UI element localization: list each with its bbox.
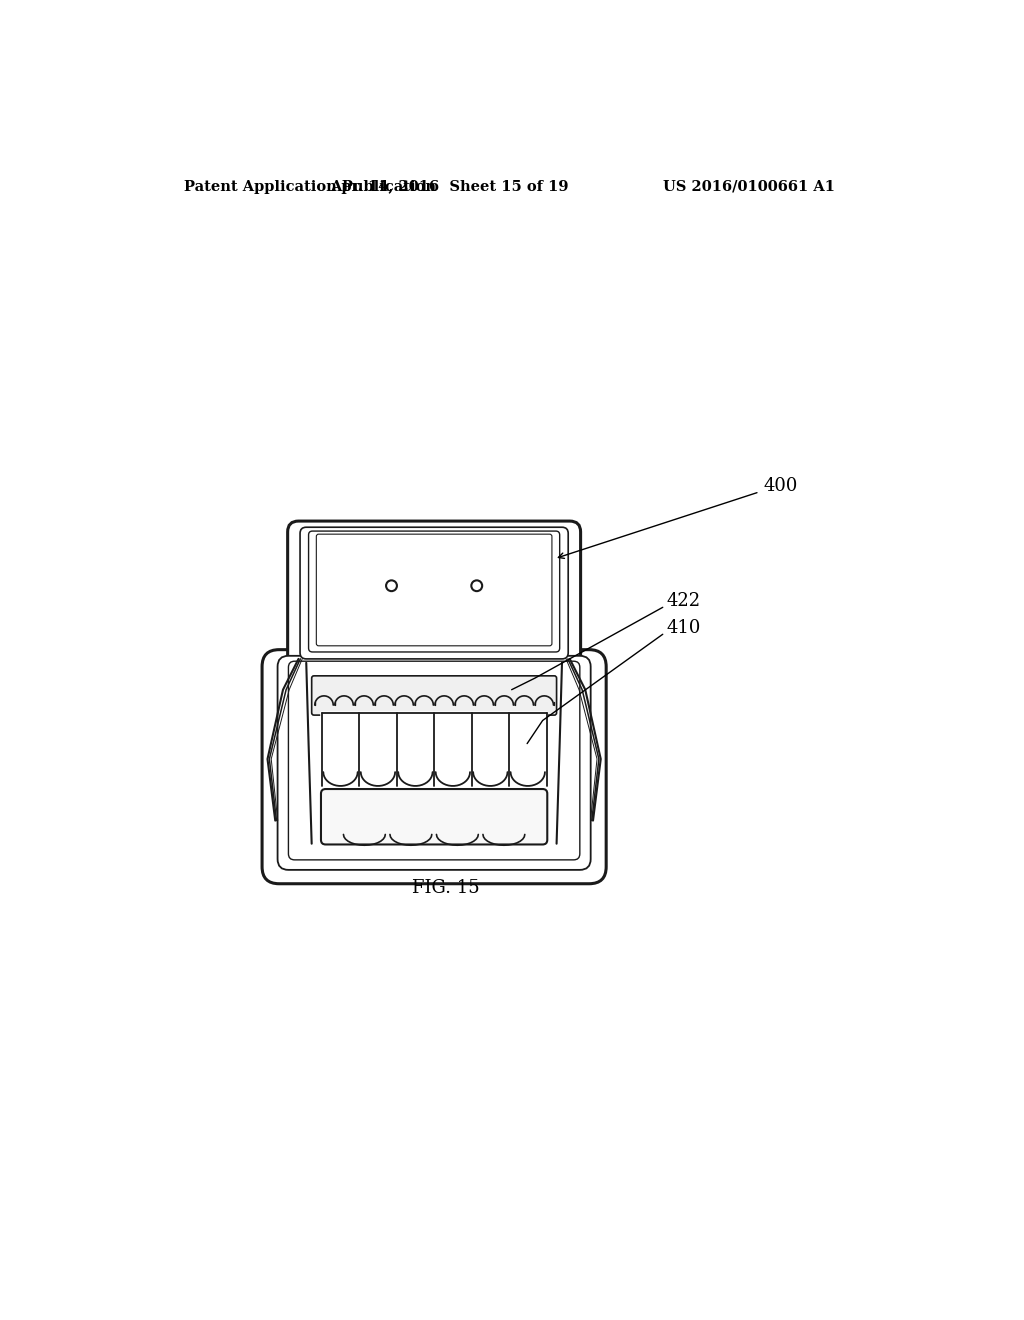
FancyBboxPatch shape bbox=[308, 531, 560, 652]
Text: FIG. 15: FIG. 15 bbox=[412, 879, 479, 898]
FancyBboxPatch shape bbox=[300, 527, 568, 659]
Text: Apr. 14, 2016  Sheet 15 of 19: Apr. 14, 2016 Sheet 15 of 19 bbox=[331, 180, 569, 194]
FancyBboxPatch shape bbox=[262, 649, 606, 884]
Text: 410: 410 bbox=[667, 619, 701, 638]
FancyBboxPatch shape bbox=[278, 656, 591, 870]
Text: US 2016/0100661 A1: US 2016/0100661 A1 bbox=[663, 180, 835, 194]
FancyBboxPatch shape bbox=[316, 535, 552, 645]
FancyBboxPatch shape bbox=[289, 661, 580, 859]
Text: Patent Application Publication: Patent Application Publication bbox=[183, 180, 436, 194]
Text: 400: 400 bbox=[764, 477, 798, 495]
FancyBboxPatch shape bbox=[321, 789, 547, 845]
Circle shape bbox=[386, 581, 397, 591]
Text: 422: 422 bbox=[667, 593, 700, 610]
FancyBboxPatch shape bbox=[321, 711, 548, 788]
FancyBboxPatch shape bbox=[288, 521, 581, 669]
Circle shape bbox=[471, 581, 482, 591]
FancyBboxPatch shape bbox=[302, 663, 566, 851]
FancyBboxPatch shape bbox=[311, 676, 557, 715]
